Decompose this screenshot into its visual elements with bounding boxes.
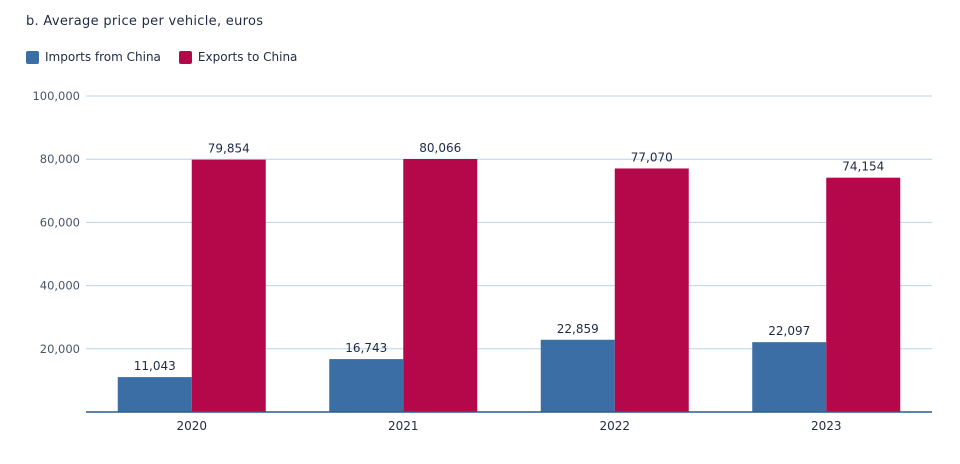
legend-swatch-exports [178, 50, 192, 64]
legend-swatch-imports [26, 50, 39, 64]
y-tick-label: 40,000 [40, 279, 80, 293]
data-label-imports-2021: 16,743 [345, 341, 387, 355]
data-label-exports-2022: 77,070 [631, 150, 673, 164]
bar-imports-2021 [329, 359, 404, 412]
bar-imports-2020 [117, 377, 192, 412]
chart-title: b. Average price per vehicle, euros [26, 14, 264, 29]
y-tick-label: 20,000 [40, 342, 80, 356]
bar-imports-2022 [540, 339, 615, 412]
data-label-imports-2020: 11,043 [134, 359, 176, 373]
data-label-exports-2023: 74,154 [842, 160, 884, 174]
bar-exports-2020 [191, 159, 266, 412]
y-tick-label: 100,000 [32, 89, 80, 103]
x-tick-label: 2022 [599, 419, 630, 433]
legend-label-exports: Exports to China [197, 50, 298, 64]
bar-exports-2021 [403, 158, 478, 412]
data-label-exports-2020: 79,854 [208, 142, 250, 156]
x-tick-label: 2020 [176, 419, 207, 433]
legend-item-exports: Exports to China [178, 50, 298, 64]
data-label-exports-2021: 80,066 [419, 141, 461, 155]
legend-item-imports: Imports from China [26, 50, 161, 64]
data-label-imports-2023: 22,097 [768, 324, 810, 338]
y-tick-label: 80,000 [40, 152, 80, 166]
y-tick-label: 60,000 [40, 215, 80, 229]
chart-legend: Imports from China Exports to China [26, 50, 297, 64]
bar-exports-2022 [614, 168, 689, 412]
x-tick-label: 2021 [388, 419, 419, 433]
x-tick-label: 2023 [811, 419, 842, 433]
bar-exports-2023 [826, 177, 901, 412]
legend-label-imports: Imports from China [45, 50, 161, 64]
bar-imports-2023 [752, 342, 827, 412]
data-label-imports-2022: 22,859 [557, 322, 599, 336]
